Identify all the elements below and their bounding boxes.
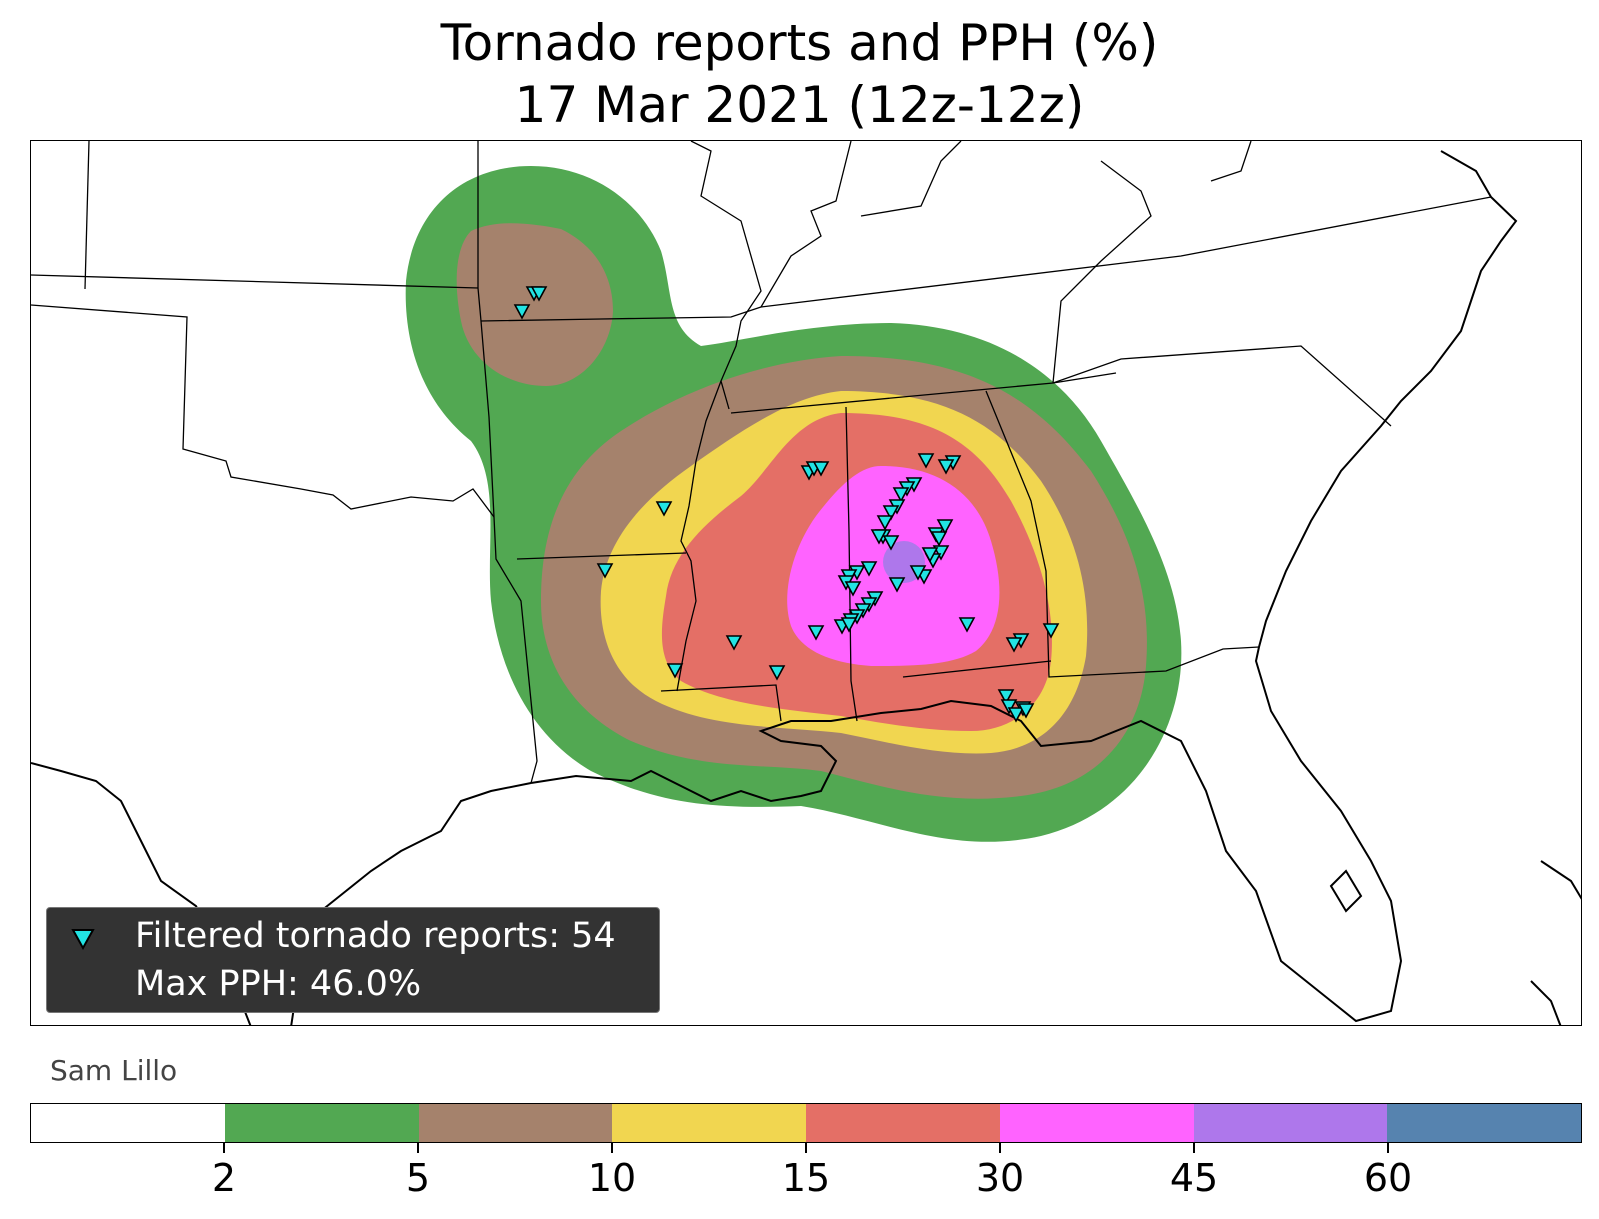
colorbar-tick-mark	[223, 1143, 225, 1153]
tornado-report-marker	[930, 531, 948, 547]
map-panel	[30, 140, 1582, 1026]
colorbar-segment	[224, 1104, 419, 1142]
tornado-report-marker	[860, 561, 878, 577]
cyan-down-triangle-icon	[71, 929, 95, 950]
title-line-2: 17 Mar 2021 (12z-12z)	[514, 76, 1085, 134]
legend-max-pph-label: Max PPH: 46.0%	[135, 964, 422, 1004]
colorbar-tick-mark	[1387, 1143, 1389, 1153]
tornado-report-marker	[921, 547, 939, 563]
tornado-report-marker	[666, 663, 684, 679]
tornado-report-marker	[997, 689, 1015, 705]
tornado-report-marker	[807, 625, 825, 641]
colorbar-tick-label: 5	[405, 1156, 431, 1200]
colorbar-tick-label: 45	[1169, 1156, 1219, 1200]
tornado-report-marker	[909, 565, 927, 581]
colorbar-tick-label: 60	[1363, 1156, 1413, 1200]
tornado-report-marker	[876, 515, 894, 531]
map-title: Tornado reports and PPH (%) 17 Mar 2021 …	[0, 12, 1599, 136]
tornado-report-marker	[768, 665, 786, 681]
tornado-report-marker	[812, 461, 830, 477]
colorbar-tick-mark	[1193, 1143, 1195, 1153]
pph-contours	[405, 166, 1182, 842]
tornado-report-marker	[1005, 637, 1023, 653]
tornado-report-marker	[1000, 699, 1018, 715]
tornado-report-marker	[844, 581, 862, 597]
tornado-report-marker	[870, 529, 888, 545]
tornado-report-marker	[932, 545, 950, 561]
colorbar-segment	[806, 1104, 1000, 1142]
tornado-report-marker	[892, 487, 910, 503]
colorbar-tick-label: 15	[781, 1156, 831, 1200]
tornado-report-marker	[513, 304, 531, 320]
tornado-report-marker	[1042, 623, 1060, 639]
colorbar-segment	[999, 1104, 1194, 1142]
tornado-report-marker	[1007, 707, 1025, 723]
tornado-report-marker	[1017, 703, 1035, 719]
colorbar-segment	[1387, 1104, 1581, 1142]
tornado-report-marker	[917, 453, 935, 469]
tornado-report-marker	[936, 519, 954, 535]
tornado-report-markers	[513, 286, 1060, 723]
colorbar-segment	[612, 1104, 806, 1142]
colorbar-tick-mark	[805, 1143, 807, 1153]
title-line-1: Tornado reports and PPH (%)	[440, 14, 1159, 72]
colorbar-tick-mark	[417, 1143, 419, 1153]
tornado-report-marker	[937, 459, 955, 475]
map-legend: Filtered tornado reports: 54 Max PPH: 46…	[46, 907, 660, 1013]
colorbar-segment	[31, 1104, 225, 1142]
tornado-report-marker	[882, 505, 900, 521]
colorbar-tick-mark	[999, 1143, 1001, 1153]
colorbar-tick-mark	[611, 1143, 613, 1153]
pph-colorbar	[30, 1103, 1582, 1143]
colorbar-tick-label: 10	[587, 1156, 637, 1200]
tornado-report-marker	[840, 617, 858, 633]
tornado-report-marker	[725, 635, 743, 651]
colorbar-segment	[418, 1104, 613, 1142]
legend-reports-label: Filtered tornado reports: 54	[135, 916, 616, 956]
pph-contour-map	[31, 141, 1581, 1025]
tornado-report-marker	[596, 563, 614, 579]
tornado-report-marker	[958, 617, 976, 633]
tornado-report-marker	[655, 501, 673, 517]
author-credit: Sam Lillo	[50, 1054, 178, 1087]
tornado-report-marker	[530, 286, 548, 302]
tornado-report-marker	[888, 577, 906, 593]
colorbar-segment	[1193, 1104, 1388, 1142]
colorbar-tick-label: 30	[975, 1156, 1025, 1200]
colorbar-tick-label: 2	[211, 1156, 237, 1200]
tornado-report-marker	[882, 535, 900, 551]
state-boundaries	[31, 141, 1492, 784]
